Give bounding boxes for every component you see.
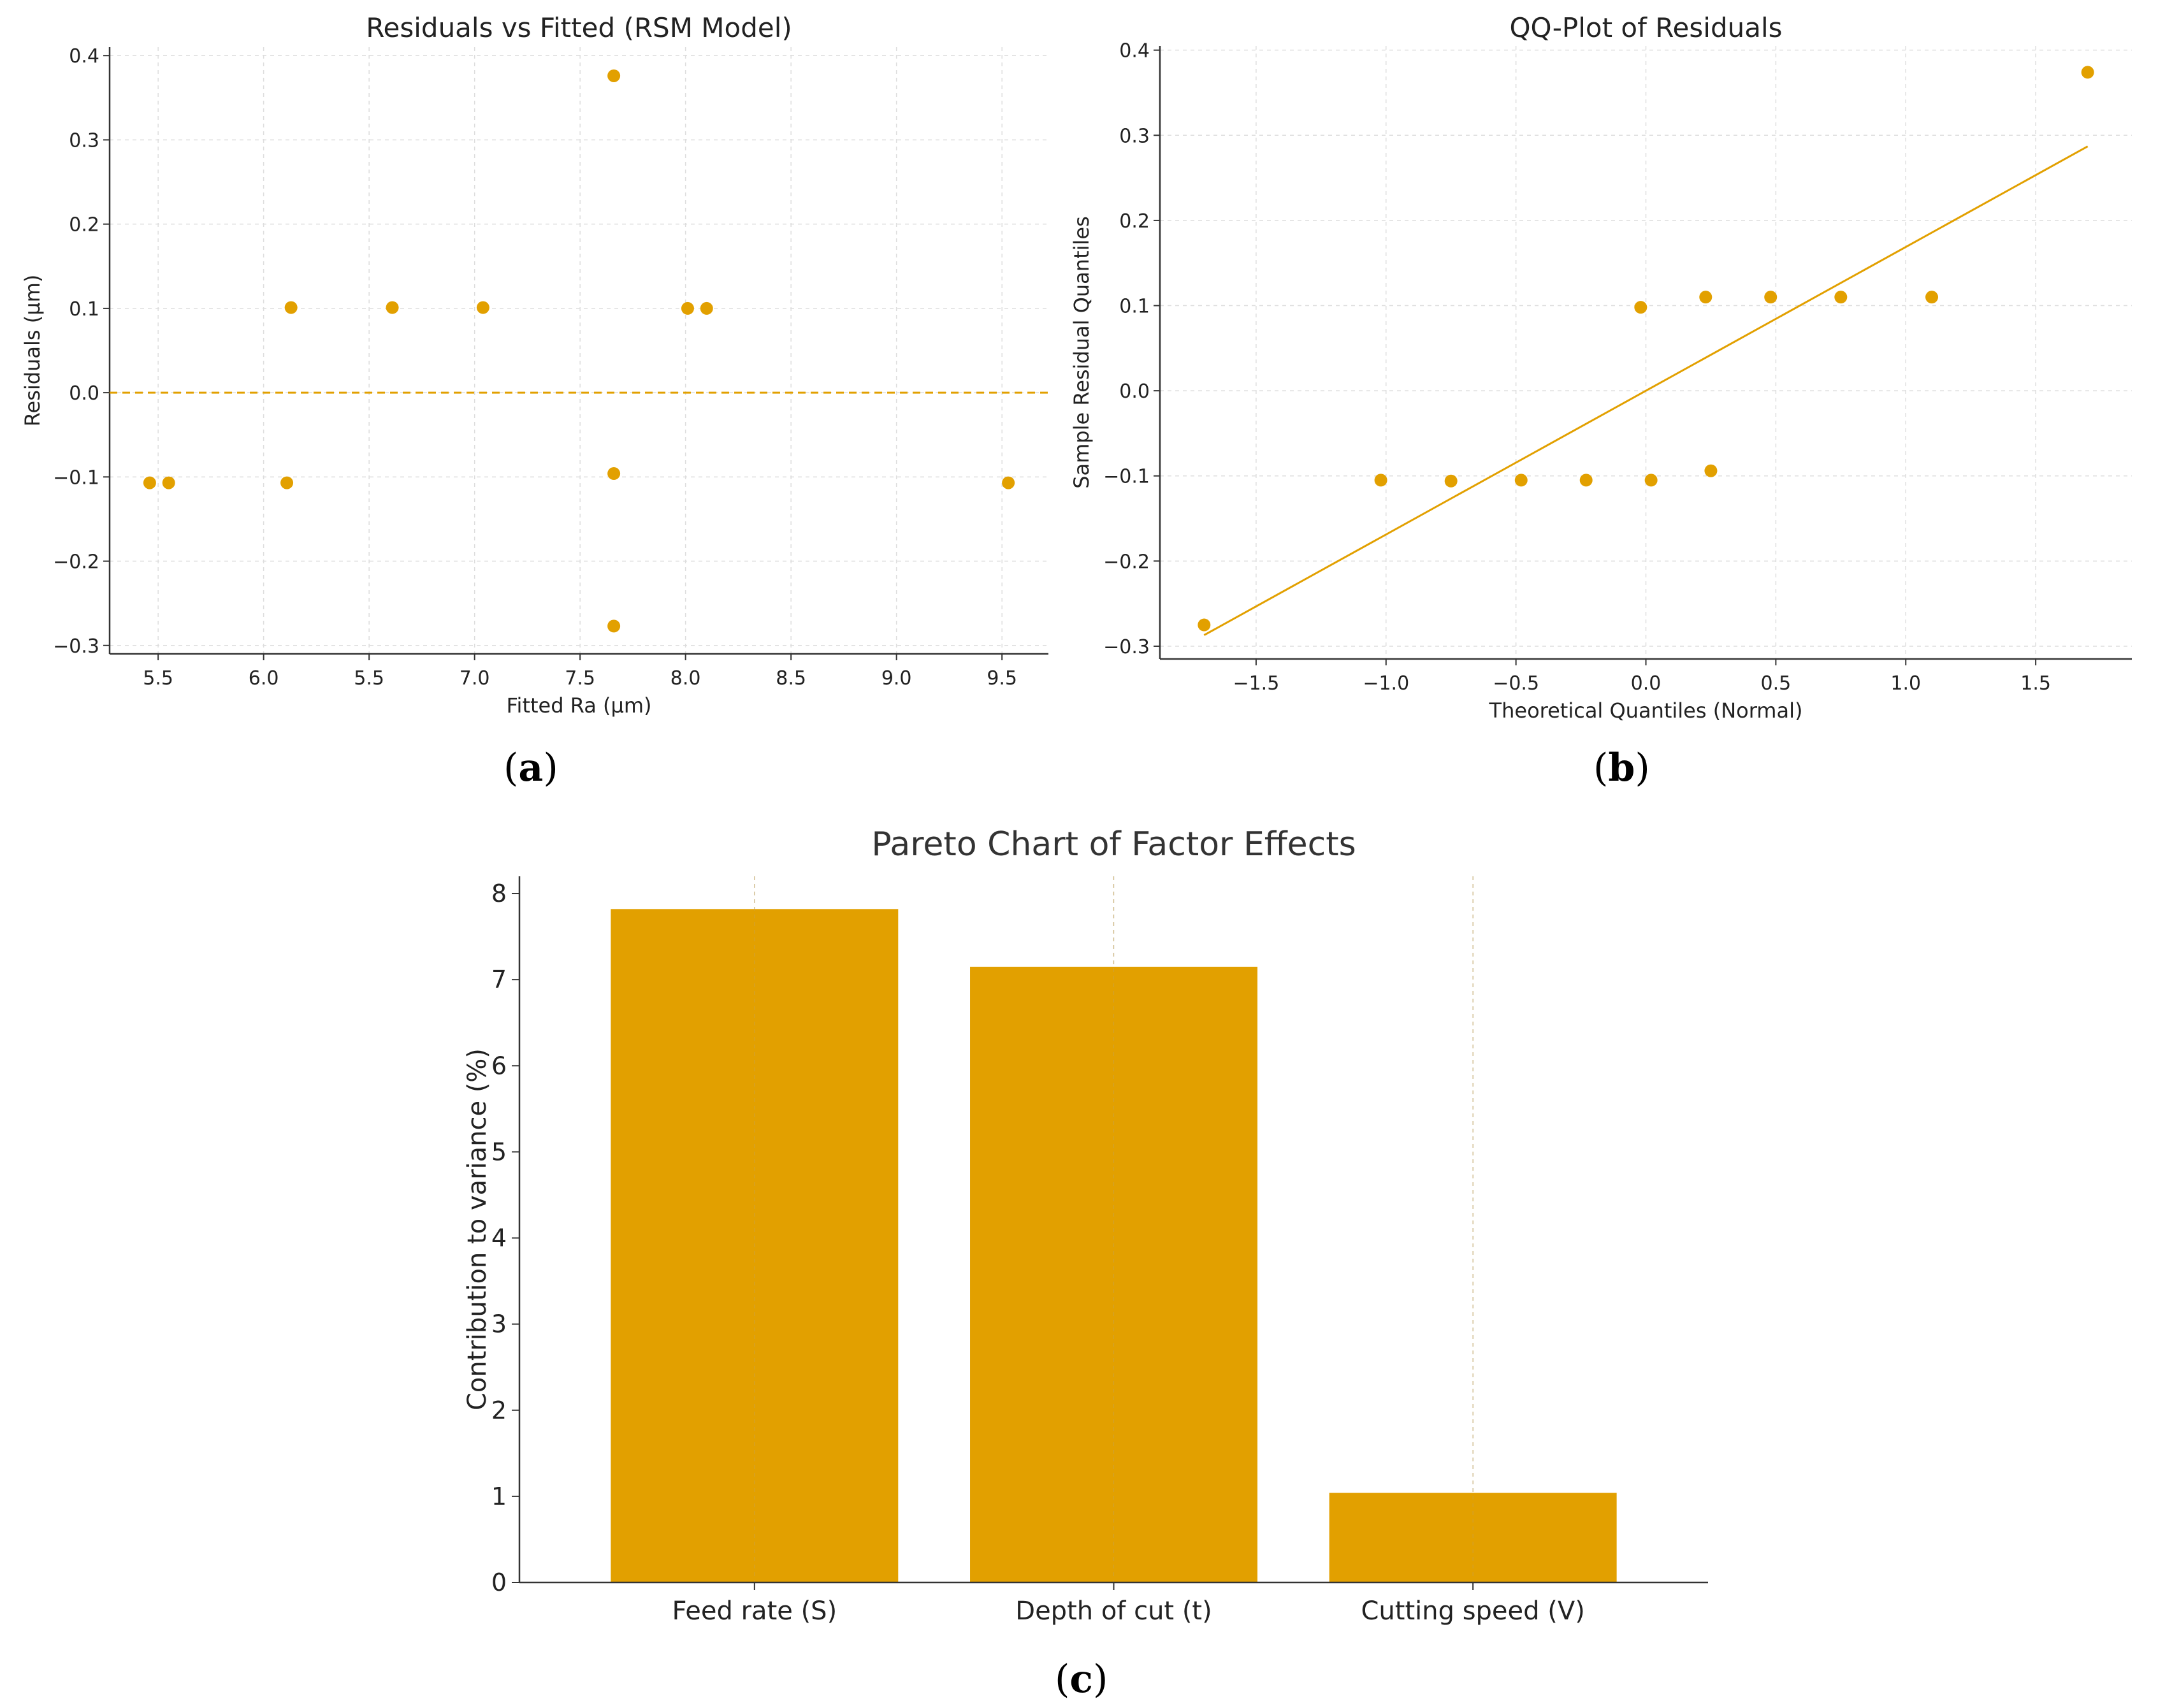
caption-c: (c): [1055, 1657, 1108, 1702]
x-tick-label: 1.5: [2020, 672, 2051, 695]
chart-title: Pareto Chart of Factor Effects: [871, 825, 1356, 864]
data-point: [1764, 291, 1778, 304]
x-tick-label: 0.5: [1761, 672, 1792, 695]
chart-title: QQ-Plot of Residuals: [1509, 12, 1782, 43]
data-point: [1834, 291, 1848, 304]
x-tick-label: −1.5: [1233, 672, 1279, 695]
y-tick-label: 0.4: [69, 45, 99, 68]
y-tick-label: −0.2: [1103, 551, 1150, 573]
pareto-chart: 0 1 2 3 4 5 6 7 8 Feed rate (S) Depth of cut (t) Cu…: [0, 816, 2165, 1708]
x-tick-label: 9.5: [987, 667, 1017, 690]
data-point: [1002, 476, 1015, 489]
x-axis-label: Theoretical Quantiles (Normal): [1489, 698, 1803, 723]
caption-a: (a): [503, 746, 558, 790]
data-point: [1925, 291, 1939, 304]
data-point: [1374, 474, 1387, 487]
qq-plot-chart: −1.5 −1.0 −0.5 0.0 0.5 1.0 1.5 −0.3 −0.2 −0.1 0.0 0…: [1069, 0, 2165, 752]
y-tick-label: 4: [491, 1224, 507, 1252]
x-tick-label: 6.0: [249, 667, 279, 690]
y-tick-label: 0.0: [1119, 380, 1150, 403]
x-tick-label: 5.5: [143, 667, 173, 690]
x-tick-label: 8.0: [670, 667, 701, 690]
y-tick-label: 0.2: [1119, 210, 1150, 233]
y-tick-label: −0.3: [1103, 636, 1150, 658]
y-tick-label: 0.4: [1119, 40, 1150, 62]
data-point: [284, 301, 298, 314]
x-tick-label: −1.0: [1363, 672, 1409, 695]
y-tick-label: −0.3: [53, 635, 99, 658]
residuals-vs-fitted-svg: 5.5 6.0 5.5 7.0 7.5 8.0 8.5 9.0 9.5 −0.3 −0.2 −0.1 0…: [20, 12, 1048, 718]
chart-title: Residuals vs Fitted (RSM Model): [366, 12, 792, 43]
y-tick-label: 0.0: [69, 382, 99, 405]
data-point: [1699, 291, 1712, 304]
data-point: [143, 476, 156, 489]
data-point: [607, 619, 621, 633]
y-tick-label: 0: [491, 1568, 507, 1596]
y-tick-label: 3: [491, 1310, 507, 1338]
data-point: [1644, 474, 1658, 487]
x-tick-label: 8.5: [776, 667, 806, 690]
y-tick-label: 0.1: [69, 298, 99, 321]
x-axis-label: Fitted Ra (µm): [506, 693, 651, 718]
caption-b: (b): [1593, 746, 1650, 790]
y-tick-label: 0.3: [69, 129, 99, 152]
y-tick-label: −0.2: [53, 551, 99, 574]
data-point: [1634, 301, 1647, 314]
y-tick-label: 5: [491, 1138, 507, 1166]
qq-plot-svg: −1.5 −1.0 −0.5 0.0 0.5 1.0 1.5 −0.3 −0.2 −0.1 0.0 0…: [1069, 12, 2132, 723]
x-tick-label: 9.0: [881, 667, 912, 690]
y-axis-label: Residuals (µm): [20, 275, 45, 426]
y-tick-label: 0.3: [1119, 125, 1150, 147]
y-tick-label: 8: [491, 879, 507, 908]
data-point: [162, 476, 175, 489]
data-point: [1198, 618, 1211, 632]
y-tick-label: 0.2: [69, 214, 99, 236]
x-tick-label: Depth of cut (t): [1015, 1596, 1212, 1626]
x-tick-label: 0.0: [1631, 672, 1662, 695]
data-point: [681, 301, 694, 315]
y-tick-label: 6: [491, 1052, 507, 1080]
y-tick-label: 7: [491, 966, 507, 994]
qq-reference-line: [1203, 145, 2089, 636]
x-tick-label: 5.5: [354, 667, 384, 690]
y-tick-label: 2: [491, 1396, 507, 1424]
y-tick-label: 1: [491, 1482, 507, 1510]
x-tick-label: Feed rate (S): [672, 1596, 837, 1626]
pareto-chart-svg: 0 1 2 3 4 5 6 7 8 Feed rate (S) Depth of cut (t) Cu…: [463, 825, 1708, 1626]
data-point: [1514, 474, 1528, 487]
y-tick-label: −0.1: [53, 467, 99, 489]
x-tick-label: −0.5: [1493, 672, 1539, 695]
y-tick-label: 0.1: [1119, 296, 1150, 318]
data-point: [476, 301, 489, 314]
data-point: [386, 301, 399, 314]
y-axis-label: Contribution to variance (%): [463, 1048, 492, 1410]
residuals-vs-fitted-chart: 5.5 6.0 5.5 7.0 7.5 8.0 8.5 9.0 9.5 −0.3 −0.2 −0.1 0…: [0, 0, 1077, 752]
data-point: [607, 69, 621, 82]
x-tick-label: 7.5: [565, 667, 595, 690]
data-point: [2081, 66, 2094, 79]
y-tick-label: −0.1: [1103, 466, 1150, 488]
data-point: [607, 467, 621, 481]
x-tick-label: Cutting speed (V): [1361, 1596, 1584, 1626]
data-point: [700, 301, 713, 315]
data-point: [1444, 474, 1458, 488]
x-tick-label: 1.0: [1890, 672, 1921, 695]
data-point: [1704, 464, 1718, 477]
data-point: [280, 476, 294, 489]
x-tick-label: 7.0: [460, 667, 490, 690]
y-axis-label: Sample Residual Quantiles: [1069, 216, 1094, 489]
data-point: [1579, 474, 1593, 487]
